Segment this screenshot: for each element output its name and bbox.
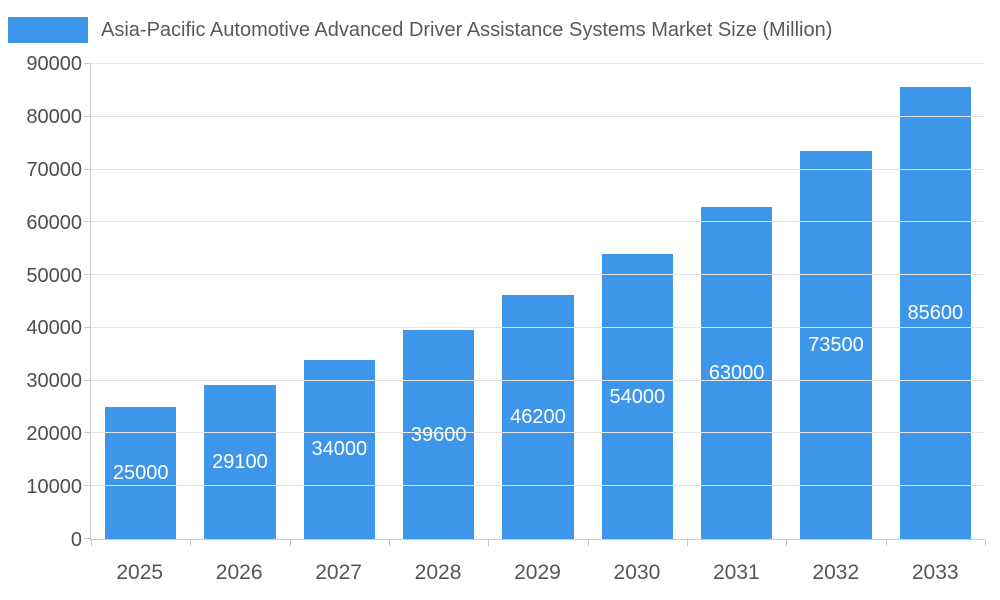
y-axis-tick	[84, 63, 91, 64]
bar-2030[interactable]: 54000	[601, 254, 674, 539]
x-tick-label-2032: 2032	[812, 561, 860, 584]
x-axis-tick	[388, 540, 390, 546]
bar-value-label: 34000	[311, 438, 368, 461]
bar-2032[interactable]: 73500	[800, 151, 872, 539]
bar-slot: 34000	[290, 64, 389, 539]
bars-row: 25000 29100 34000 39600 46200 54000 63000 73500…	[91, 64, 985, 539]
x-axis-tick	[885, 540, 887, 546]
gridline	[91, 63, 985, 64]
y-axis-tick	[84, 485, 91, 487]
bar-2031[interactable]: 63000	[700, 206, 773, 539]
bar-value-label: 29100	[212, 451, 268, 474]
x-axis-tick	[587, 540, 589, 546]
bar-slot: 29100	[190, 64, 289, 539]
bar-2029[interactable]: 46200	[502, 295, 574, 539]
bar-slot: 25000	[91, 64, 190, 539]
bar-value-label: 85600	[907, 302, 964, 325]
x-axis-tick	[91, 540, 92, 546]
gridline	[91, 168, 985, 170]
y-tick-label: 80000	[26, 105, 82, 128]
gridline	[91, 221, 985, 223]
legend: Asia-Pacific Automotive Advanced Driver …	[8, 17, 832, 43]
bar-value-label: 46200	[510, 406, 566, 429]
bar-slot: 63000	[687, 64, 786, 539]
gridline	[91, 485, 985, 487]
y-tick-label: 60000	[26, 211, 82, 234]
x-tick-label-2025: 2025	[116, 561, 164, 584]
gridline	[91, 115, 985, 117]
legend-swatch[interactable]	[8, 17, 88, 43]
bar-2033[interactable]: 85600	[899, 87, 972, 539]
x-axis-tick	[985, 540, 986, 546]
chart-title: Asia-Pacific Automotive Advanced Driver …	[101, 18, 833, 41]
bar-2026[interactable]: 29100	[204, 385, 276, 539]
y-tick-label: 90000	[26, 53, 82, 75]
y-tick-label: 40000	[26, 317, 82, 340]
y-axis-tick	[84, 274, 91, 276]
y-axis-tick	[84, 432, 91, 434]
bar-2027[interactable]: 34000	[303, 359, 376, 539]
x-axis-tick	[786, 540, 788, 546]
bar-value-label: 73500	[808, 334, 864, 357]
y-axis-tick	[84, 326, 91, 328]
bar-value-label: 39600	[410, 423, 467, 446]
plot-area: 25000 29100 34000 39600 46200 54000 63000 73500…	[84, 63, 986, 546]
y-axis-tick	[84, 168, 91, 170]
x-tick-label-2030: 2030	[613, 561, 661, 584]
bar-value-label: 25000	[112, 462, 169, 485]
x-axis-tick	[289, 540, 291, 546]
bar-slot: 85600	[886, 64, 985, 539]
y-tick-label: 0	[70, 529, 82, 551]
x-tick-label-2031: 2031	[712, 561, 760, 584]
bar-slot: 73500	[786, 64, 885, 539]
x-axis-labels: 2025 2026 2027 2028 2029 2030 2031 2032 2033	[90, 556, 985, 590]
y-axis-tick	[84, 115, 91, 117]
bar-slot: 54000	[588, 64, 687, 539]
y-tick-label: 10000	[26, 476, 82, 499]
y-axis-tick	[84, 221, 91, 223]
gridline	[91, 326, 985, 328]
bar-value-label: 54000	[609, 385, 666, 408]
y-tick-label: 70000	[26, 158, 82, 181]
gridline	[91, 432, 985, 434]
x-axis-tick	[488, 540, 490, 546]
x-tick-label-2033: 2033	[911, 561, 959, 584]
y-axis-tick	[84, 379, 91, 381]
y-axis-labels: 0 10000 20000 30000 40000 50000 60000 70000 8000…	[0, 54, 82, 550]
bar-slot: 39600	[389, 64, 488, 539]
y-tick-label: 20000	[26, 423, 82, 446]
y-tick-label: 30000	[26, 370, 82, 393]
x-axis-tick	[190, 540, 192, 546]
x-tick-label-2027: 2027	[315, 561, 362, 584]
x-tick-label-2026: 2026	[215, 561, 263, 584]
bar-slot: 46200	[488, 64, 587, 539]
bar-value-label: 63000	[708, 361, 765, 384]
x-axis-tick	[686, 540, 688, 546]
bar-2025[interactable]: 25000	[104, 407, 177, 539]
bar-2028[interactable]: 39600	[402, 330, 475, 539]
gridline	[91, 379, 985, 381]
x-tick-label-2028: 2028	[414, 561, 462, 584]
x-tick-label-2029: 2029	[514, 561, 561, 584]
gridline	[91, 274, 985, 276]
y-tick-label: 50000	[26, 264, 82, 287]
y-axis-tick	[84, 538, 91, 539]
